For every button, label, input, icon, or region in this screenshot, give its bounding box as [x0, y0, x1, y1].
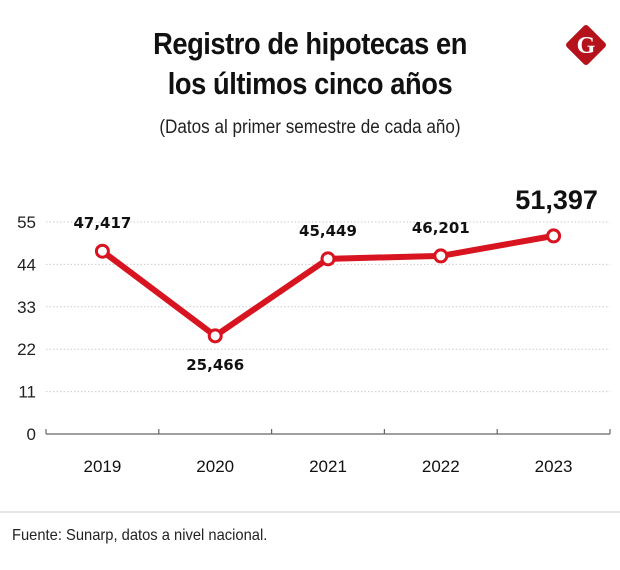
x-tick-label: 2022 — [422, 457, 460, 476]
logo-diamond — [566, 25, 606, 65]
chart-subtitle: (Datos al primer semestre de cada año) — [159, 117, 461, 138]
data-point — [320, 251, 336, 267]
line-chart: 0 11 22 33 44 55 2019 2020 2021 2022 2023 47,417 2… — [17, 185, 611, 476]
grid-lines — [46, 221, 610, 393]
chart-title-line-1: Registro de hipotecas en — [153, 26, 467, 61]
x-tick-label: 2019 — [83, 457, 121, 476]
data-point — [207, 328, 223, 344]
footer-divider — [0, 511, 620, 513]
y-tick-label: 44 — [17, 255, 36, 274]
source-note: Fuente: Sunarp, datos a nivel nacional. — [12, 527, 268, 544]
chart-title: Registro de hipotecas en los últimos cin… — [37, 24, 583, 104]
logo-letter: G — [577, 33, 596, 59]
x-tick-label: 2021 — [309, 457, 347, 476]
x-axis — [45, 429, 611, 435]
gestion-g-logo-icon: G — [566, 25, 606, 65]
data-label: 46,201 — [412, 219, 470, 237]
data-label: 25,466 — [186, 356, 244, 374]
x-axis-tick-labels: 2019 2020 2021 2022 2023 — [83, 457, 572, 476]
y-tick-label: 0 — [27, 425, 36, 444]
data-point — [433, 248, 449, 264]
data-point — [94, 243, 110, 259]
y-tick-label: 22 — [17, 340, 36, 359]
y-tick-label: 11 — [18, 383, 36, 402]
data-label: 47,417 — [73, 214, 131, 232]
y-tick-label: 55 — [17, 213, 36, 232]
x-tick-label: 2020 — [196, 457, 234, 476]
data-label: 45,449 — [299, 222, 357, 240]
data-label-highlight: 51,397 — [515, 185, 598, 215]
series-line-path — [99, 232, 557, 339]
data-point — [546, 228, 562, 244]
data-labels: 47,417 25,466 45,449 46,201 51,397 — [73, 185, 597, 374]
series-points — [94, 228, 562, 344]
y-axis-tick-labels: 0 11 22 33 44 55 — [17, 213, 36, 444]
chart-title-line-2: los últimos cinco años — [167, 66, 453, 101]
y-tick-label: 33 — [17, 298, 36, 317]
series-line — [99, 232, 557, 339]
x-tick-label: 2023 — [535, 457, 573, 476]
